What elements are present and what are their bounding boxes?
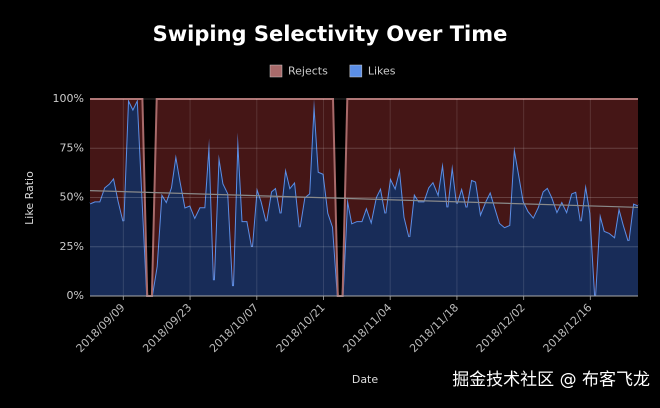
y-tick-label: 75% <box>60 141 84 154</box>
y-tick-label: 25% <box>60 240 84 253</box>
y-tick-label: 0% <box>67 289 84 302</box>
y-axis-label: Like Ratio <box>23 171 36 225</box>
watermark: 掘金技术社区 @ 布客飞龙 <box>452 370 650 390</box>
legend-label: Likes <box>368 65 396 78</box>
x-tick-label: 2018/12/16 <box>541 301 595 355</box>
chart-title: Swiping Selectivity Over Time <box>153 22 508 46</box>
legend-swatch <box>269 64 283 78</box>
y-tick-label: 100% <box>53 92 84 105</box>
legend-label: Rejects <box>288 65 328 78</box>
area <box>90 99 638 296</box>
x-tick-label: 2018/10/07 <box>207 301 261 355</box>
x-tick-label: 2018/10/21 <box>274 301 328 355</box>
x-tick-label: 2018/12/02 <box>474 301 528 355</box>
y-tick-label: 50% <box>60 191 84 204</box>
area <box>90 99 638 296</box>
x-tick-label: 2018/11/04 <box>340 301 394 355</box>
trend-line <box>89 190 639 208</box>
legend-swatch <box>349 64 363 78</box>
x-tick-label: 2018/11/18 <box>407 301 461 355</box>
x-tick-label: 2018/09/23 <box>140 301 194 355</box>
x-axis-label: Date <box>352 373 379 386</box>
area-line <box>90 98 638 297</box>
x-tick-label: 2018/09/09 <box>74 301 128 355</box>
